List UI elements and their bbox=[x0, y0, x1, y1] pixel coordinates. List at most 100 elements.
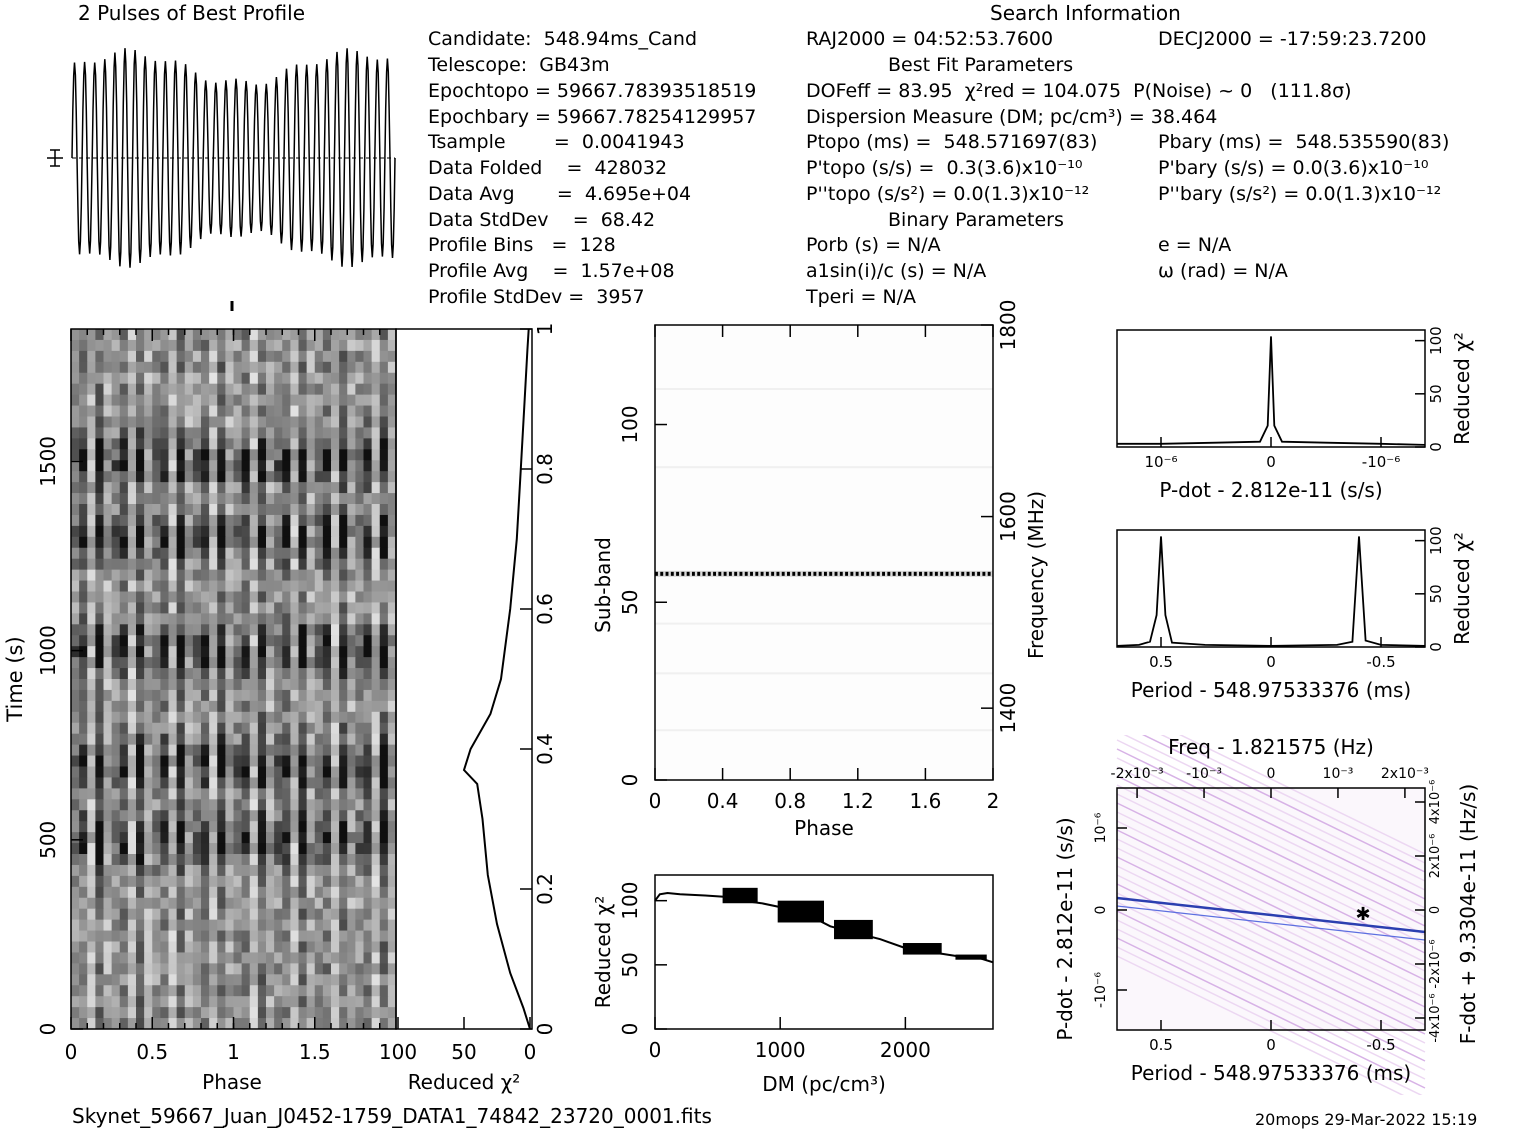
time-phase-cell bbox=[176, 547, 186, 560]
time-phase-cell bbox=[201, 1018, 210, 1030]
phase-tick-label: 0.5 bbox=[136, 1040, 168, 1064]
time-phase-cell bbox=[355, 821, 365, 833]
time-phase-cell bbox=[314, 711, 324, 724]
time-phase-cell bbox=[144, 558, 153, 571]
time-phase-cell bbox=[192, 974, 202, 986]
time-phase-cell bbox=[314, 952, 324, 964]
time-phase-cell bbox=[176, 766, 186, 778]
time-phase-cell bbox=[168, 383, 178, 396]
time-phase-cell bbox=[87, 438, 96, 450]
time-phase-cell bbox=[225, 646, 235, 658]
time-phase-cell bbox=[192, 897, 202, 910]
time-phase-cell bbox=[306, 832, 316, 844]
time-phase-cell bbox=[274, 668, 283, 680]
time-phase-cell bbox=[339, 854, 348, 866]
time-phase-cell bbox=[241, 329, 251, 341]
time-phase-cell bbox=[306, 471, 316, 483]
time-phase-cell bbox=[363, 864, 373, 877]
time-phase-cell bbox=[290, 1018, 300, 1030]
time-phase-cell bbox=[241, 591, 251, 603]
time-phase-cell bbox=[379, 733, 389, 746]
time-phase-cell bbox=[152, 361, 161, 374]
time-phase-cell bbox=[290, 755, 300, 767]
time-phase-cell bbox=[87, 766, 96, 778]
time-phase-cell bbox=[233, 864, 243, 877]
time-phase-cell bbox=[136, 372, 145, 385]
time-phase-cell bbox=[257, 416, 267, 428]
time-phase-cell bbox=[233, 394, 243, 407]
pdot-chi2-tick-label: -10⁻⁶ bbox=[1362, 453, 1400, 471]
data-avg-line: Data Avg = 4.695e+04 bbox=[428, 183, 692, 205]
time-phase-cell bbox=[217, 788, 226, 800]
time-phase-cell bbox=[387, 350, 397, 363]
time-phase-cell bbox=[111, 919, 121, 932]
time-phase-cell bbox=[355, 711, 365, 724]
time-phase-cell bbox=[225, 558, 235, 571]
time-phase-cell bbox=[201, 416, 210, 428]
time-phase-cell bbox=[152, 974, 161, 986]
time-phase-cell bbox=[192, 733, 202, 746]
time-phase-cell bbox=[257, 613, 267, 625]
time-phase-cell bbox=[144, 755, 153, 767]
time-phase-cell bbox=[314, 482, 324, 494]
time-phase-cell bbox=[387, 427, 397, 439]
time-phase-cell bbox=[152, 482, 161, 494]
time-phase-cell bbox=[266, 482, 275, 494]
time-phase-cell bbox=[371, 941, 381, 953]
time-phase-cell bbox=[363, 471, 373, 483]
time-phase-cell bbox=[274, 974, 283, 986]
time-phase-cell bbox=[233, 657, 243, 669]
time-phase-cell bbox=[379, 985, 389, 997]
time-phase-cell bbox=[363, 930, 373, 942]
time-phase-cell bbox=[282, 493, 291, 505]
time-phase-cell bbox=[241, 613, 251, 625]
time-phase-cell bbox=[79, 788, 88, 800]
time-phase-cell bbox=[282, 864, 291, 877]
time-phase-cell bbox=[249, 821, 259, 833]
freq-tick-label: 1800 bbox=[996, 300, 1020, 351]
time-phase-cell bbox=[136, 711, 145, 724]
time-phase-cell bbox=[241, 514, 251, 527]
time-phase-cell bbox=[387, 1007, 397, 1019]
time-phase-cell bbox=[79, 919, 88, 932]
time-phase-cell bbox=[241, 350, 251, 363]
phase-tick-label: 1.5 bbox=[299, 1040, 331, 1064]
time-phase-cell bbox=[103, 547, 113, 560]
time-phase-cell bbox=[209, 449, 218, 461]
time-phase-cell bbox=[282, 394, 291, 407]
time-phase-cell bbox=[233, 821, 243, 833]
time-phase-cell bbox=[201, 788, 210, 800]
time-phase-cell bbox=[95, 1018, 105, 1030]
time-phase-cell bbox=[331, 996, 340, 1008]
time-phase-cell bbox=[111, 854, 121, 866]
time-phase-cell bbox=[87, 449, 96, 461]
time-phase-cell bbox=[339, 624, 348, 636]
pp-pdot-tick-label: 0 bbox=[1093, 906, 1109, 915]
time-phase-cell bbox=[71, 657, 80, 669]
time-phase-cell bbox=[306, 908, 316, 921]
time-phase-cell bbox=[136, 952, 145, 964]
time-phase-cell bbox=[363, 383, 373, 396]
fringe-line bbox=[1116, 955, 1405, 1095]
time-phase-cell bbox=[217, 854, 226, 866]
time-phase-cell bbox=[95, 722, 105, 735]
time-phase-cell bbox=[217, 602, 226, 614]
time-phase-cell bbox=[225, 668, 235, 680]
time-phase-cell bbox=[355, 897, 365, 910]
time-phase-cell bbox=[152, 394, 161, 407]
time-phase-cell bbox=[298, 372, 308, 385]
time-phase-cell bbox=[119, 996, 129, 1008]
time-phase-cell bbox=[314, 788, 324, 800]
time-phase-cell bbox=[249, 974, 259, 986]
time-phase-cell bbox=[233, 952, 243, 964]
time-phase-cell bbox=[103, 602, 113, 614]
time-phase-cell bbox=[192, 952, 202, 964]
time-phase-cell bbox=[257, 777, 267, 789]
fringe-line bbox=[1116, 829, 1426, 981]
bright-subband-dash bbox=[665, 571, 669, 576]
time-phase-cell bbox=[152, 941, 161, 953]
time-phase-cell bbox=[282, 810, 291, 822]
time-phase-cell bbox=[152, 799, 161, 811]
time-phase-cell bbox=[282, 635, 291, 647]
time-phase-cell bbox=[144, 339, 153, 352]
